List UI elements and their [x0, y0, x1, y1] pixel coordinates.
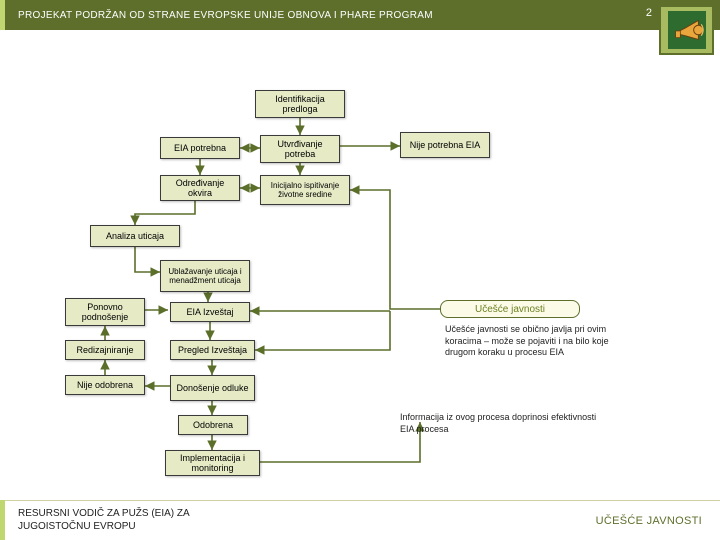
note-info: Informacija iz ovog procesa doprinosi ef…: [400, 412, 610, 435]
node-dec: Donošenje odluke: [170, 375, 255, 401]
node-noeia: Nije potrebna EIA: [400, 132, 490, 158]
footer-right: UČEŠĆE JAVNOSTI: [596, 515, 702, 527]
slide: PROJEKAT PODRŽAN OD STRANE EVROPSKE UNIJ…: [0, 0, 720, 540]
node-appr: Odobrena: [178, 415, 248, 435]
footer-accent: [0, 500, 5, 540]
node-review: Pregled Izveštaja: [170, 340, 255, 360]
node-anal: Analiza uticaja: [90, 225, 180, 247]
node-impl: Implementacija i monitoring: [165, 450, 260, 476]
node-mitig: Ublažavanje uticaja i menadžment uticaja: [160, 260, 250, 292]
diagram-canvas: Identifikacija predloga Utvrđivanje potr…: [0, 0, 720, 540]
node-eia: EIA potrebna: [160, 137, 240, 159]
node-redes: Redizajniranje: [65, 340, 145, 360]
diagram-arrows: [0, 0, 720, 540]
note-participation: Učešće javnosti se obično javlja pri ovi…: [445, 324, 630, 359]
node-notapp: Nije odobrena: [65, 375, 145, 395]
footer-left-line2: JUGOISTOČNU EVROPU: [18, 521, 136, 532]
node-report: EIA Izveštaj: [170, 302, 250, 322]
node-ident: Identifikacija predloga: [255, 90, 345, 118]
footer-left: RESURSNI VODIČ ZA PUŽS (EIA) ZA JUGOISTO…: [18, 508, 190, 533]
node-resub: Ponovno podnošenje: [65, 298, 145, 326]
footer: RESURSNI VODIČ ZA PUŽS (EIA) ZA JUGOISTO…: [0, 500, 720, 540]
footer-left-line1: RESURSNI VODIČ ZA PUŽS (EIA) ZA: [18, 508, 190, 519]
node-scope: Određivanje okvira: [160, 175, 240, 201]
node-need: Utvrđivanje potreba: [260, 135, 340, 163]
participation-label: Učešće javnosti: [440, 300, 580, 318]
node-init: Inicijalno ispitivanje životne sredine: [260, 175, 350, 205]
